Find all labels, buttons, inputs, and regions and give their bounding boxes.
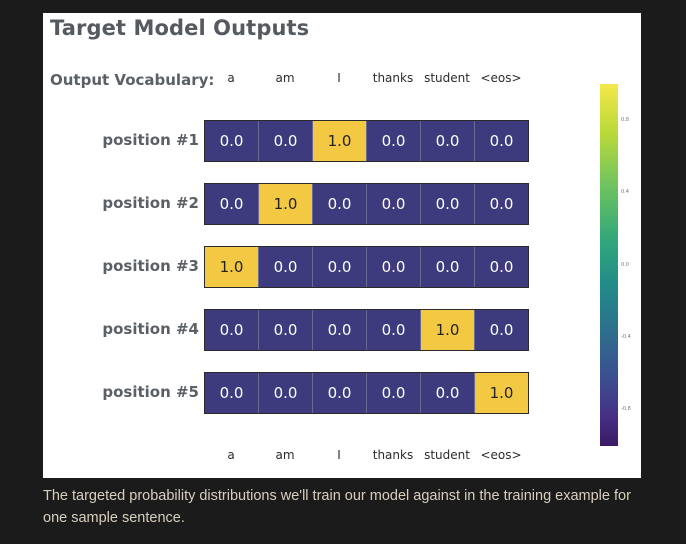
probability-cell: 0.0 [313, 184, 367, 224]
probability-cell: 0.0 [367, 247, 421, 287]
probability-cell: 0.0 [367, 121, 421, 161]
probability-cell: 0.0 [367, 310, 421, 350]
vocab-word: student [424, 71, 470, 85]
vocab-word: a [227, 448, 235, 462]
colorbar-tick: -0.8 [621, 406, 631, 412]
probability-cell: 1.0 [259, 184, 313, 224]
vocab-word: thanks [372, 71, 414, 85]
vocabulary-label: Output Vocabulary: [50, 71, 215, 89]
probability-cell: 0.0 [259, 121, 313, 161]
position-row: position #4 0.0 0.0 0.0 0.0 1.0 0.0 [43, 309, 529, 351]
vocab-word: am [275, 71, 295, 85]
probability-cell: 0.0 [259, 373, 313, 413]
vocab-word: I [337, 448, 341, 462]
vocab-word: a [227, 71, 235, 85]
colorbar-tick: 0.8 [621, 117, 629, 123]
vocab-word: am [275, 448, 295, 462]
probability-cell: 0.0 [367, 373, 421, 413]
probability-cell: 0.0 [313, 247, 367, 287]
position-row: position #2 0.0 1.0 0.0 0.0 0.0 0.0 [43, 183, 529, 225]
position-label: position #2 [102, 194, 199, 212]
position-label: position #3 [102, 257, 199, 275]
colorbar-tick: -0.4 [621, 334, 631, 340]
probability-cells: 0.0 1.0 0.0 0.0 0.0 0.0 [204, 183, 529, 225]
probability-cell: 0.0 [421, 184, 475, 224]
probability-cells: 1.0 0.0 0.0 0.0 0.0 0.0 [204, 246, 529, 288]
probability-cell: 0.0 [367, 184, 421, 224]
probability-cell: 0.0 [205, 184, 259, 224]
probability-cell: 1.0 [205, 247, 259, 287]
probability-cell: 0.0 [421, 373, 475, 413]
vocab-word: student [424, 448, 470, 462]
probability-cell: 0.0 [205, 121, 259, 161]
vocabulary-header-top: a am I thanks student <eos> [204, 71, 528, 85]
probability-cell: 0.0 [475, 121, 528, 161]
figure-title: Target Model Outputs [50, 16, 310, 40]
vocabulary-header-bottom: a am I thanks student <eos> [204, 448, 528, 462]
colorbar-tick: 0.0 [621, 262, 629, 268]
vocab-word: <eos> [480, 71, 522, 85]
probability-cell: 0.0 [205, 373, 259, 413]
probability-cell: 1.0 [313, 121, 367, 161]
probability-cell: 1.0 [421, 310, 475, 350]
probability-cells: 0.0 0.0 0.0 0.0 1.0 0.0 [204, 309, 529, 351]
colorbar-tick: 0.4 [621, 189, 629, 195]
probability-cell: 0.0 [313, 373, 367, 413]
position-label: position #1 [102, 131, 199, 149]
position-label: position #4 [102, 320, 199, 338]
probability-cell: 1.0 [475, 373, 528, 413]
probability-cells: 0.0 0.0 0.0 0.0 0.0 1.0 [204, 372, 529, 414]
probability-cell: 0.0 [475, 247, 528, 287]
position-label: position #5 [102, 383, 199, 401]
position-row: position #1 0.0 0.0 1.0 0.0 0.0 0.0 [43, 120, 529, 162]
probability-cell: 0.0 [259, 310, 313, 350]
vocab-word: <eos> [480, 448, 522, 462]
probability-cells: 0.0 0.0 1.0 0.0 0.0 0.0 [204, 120, 529, 162]
probability-cell: 0.0 [421, 247, 475, 287]
probability-cell: 0.0 [475, 184, 528, 224]
figure-panel: Target Model Outputs Output Vocabulary: … [43, 13, 641, 478]
probability-cell: 0.0 [259, 247, 313, 287]
probability-cell: 0.0 [313, 310, 367, 350]
colorbar [600, 84, 618, 446]
position-row: position #5 0.0 0.0 0.0 0.0 0.0 1.0 [43, 372, 529, 414]
probability-cell: 0.0 [421, 121, 475, 161]
probability-cell: 0.0 [205, 310, 259, 350]
position-row: position #3 1.0 0.0 0.0 0.0 0.0 0.0 [43, 246, 529, 288]
vocab-word: thanks [372, 448, 414, 462]
probability-cell: 0.0 [475, 310, 528, 350]
figure-caption: The targeted probability distributions w… [43, 488, 631, 526]
vocab-word: I [337, 71, 341, 85]
